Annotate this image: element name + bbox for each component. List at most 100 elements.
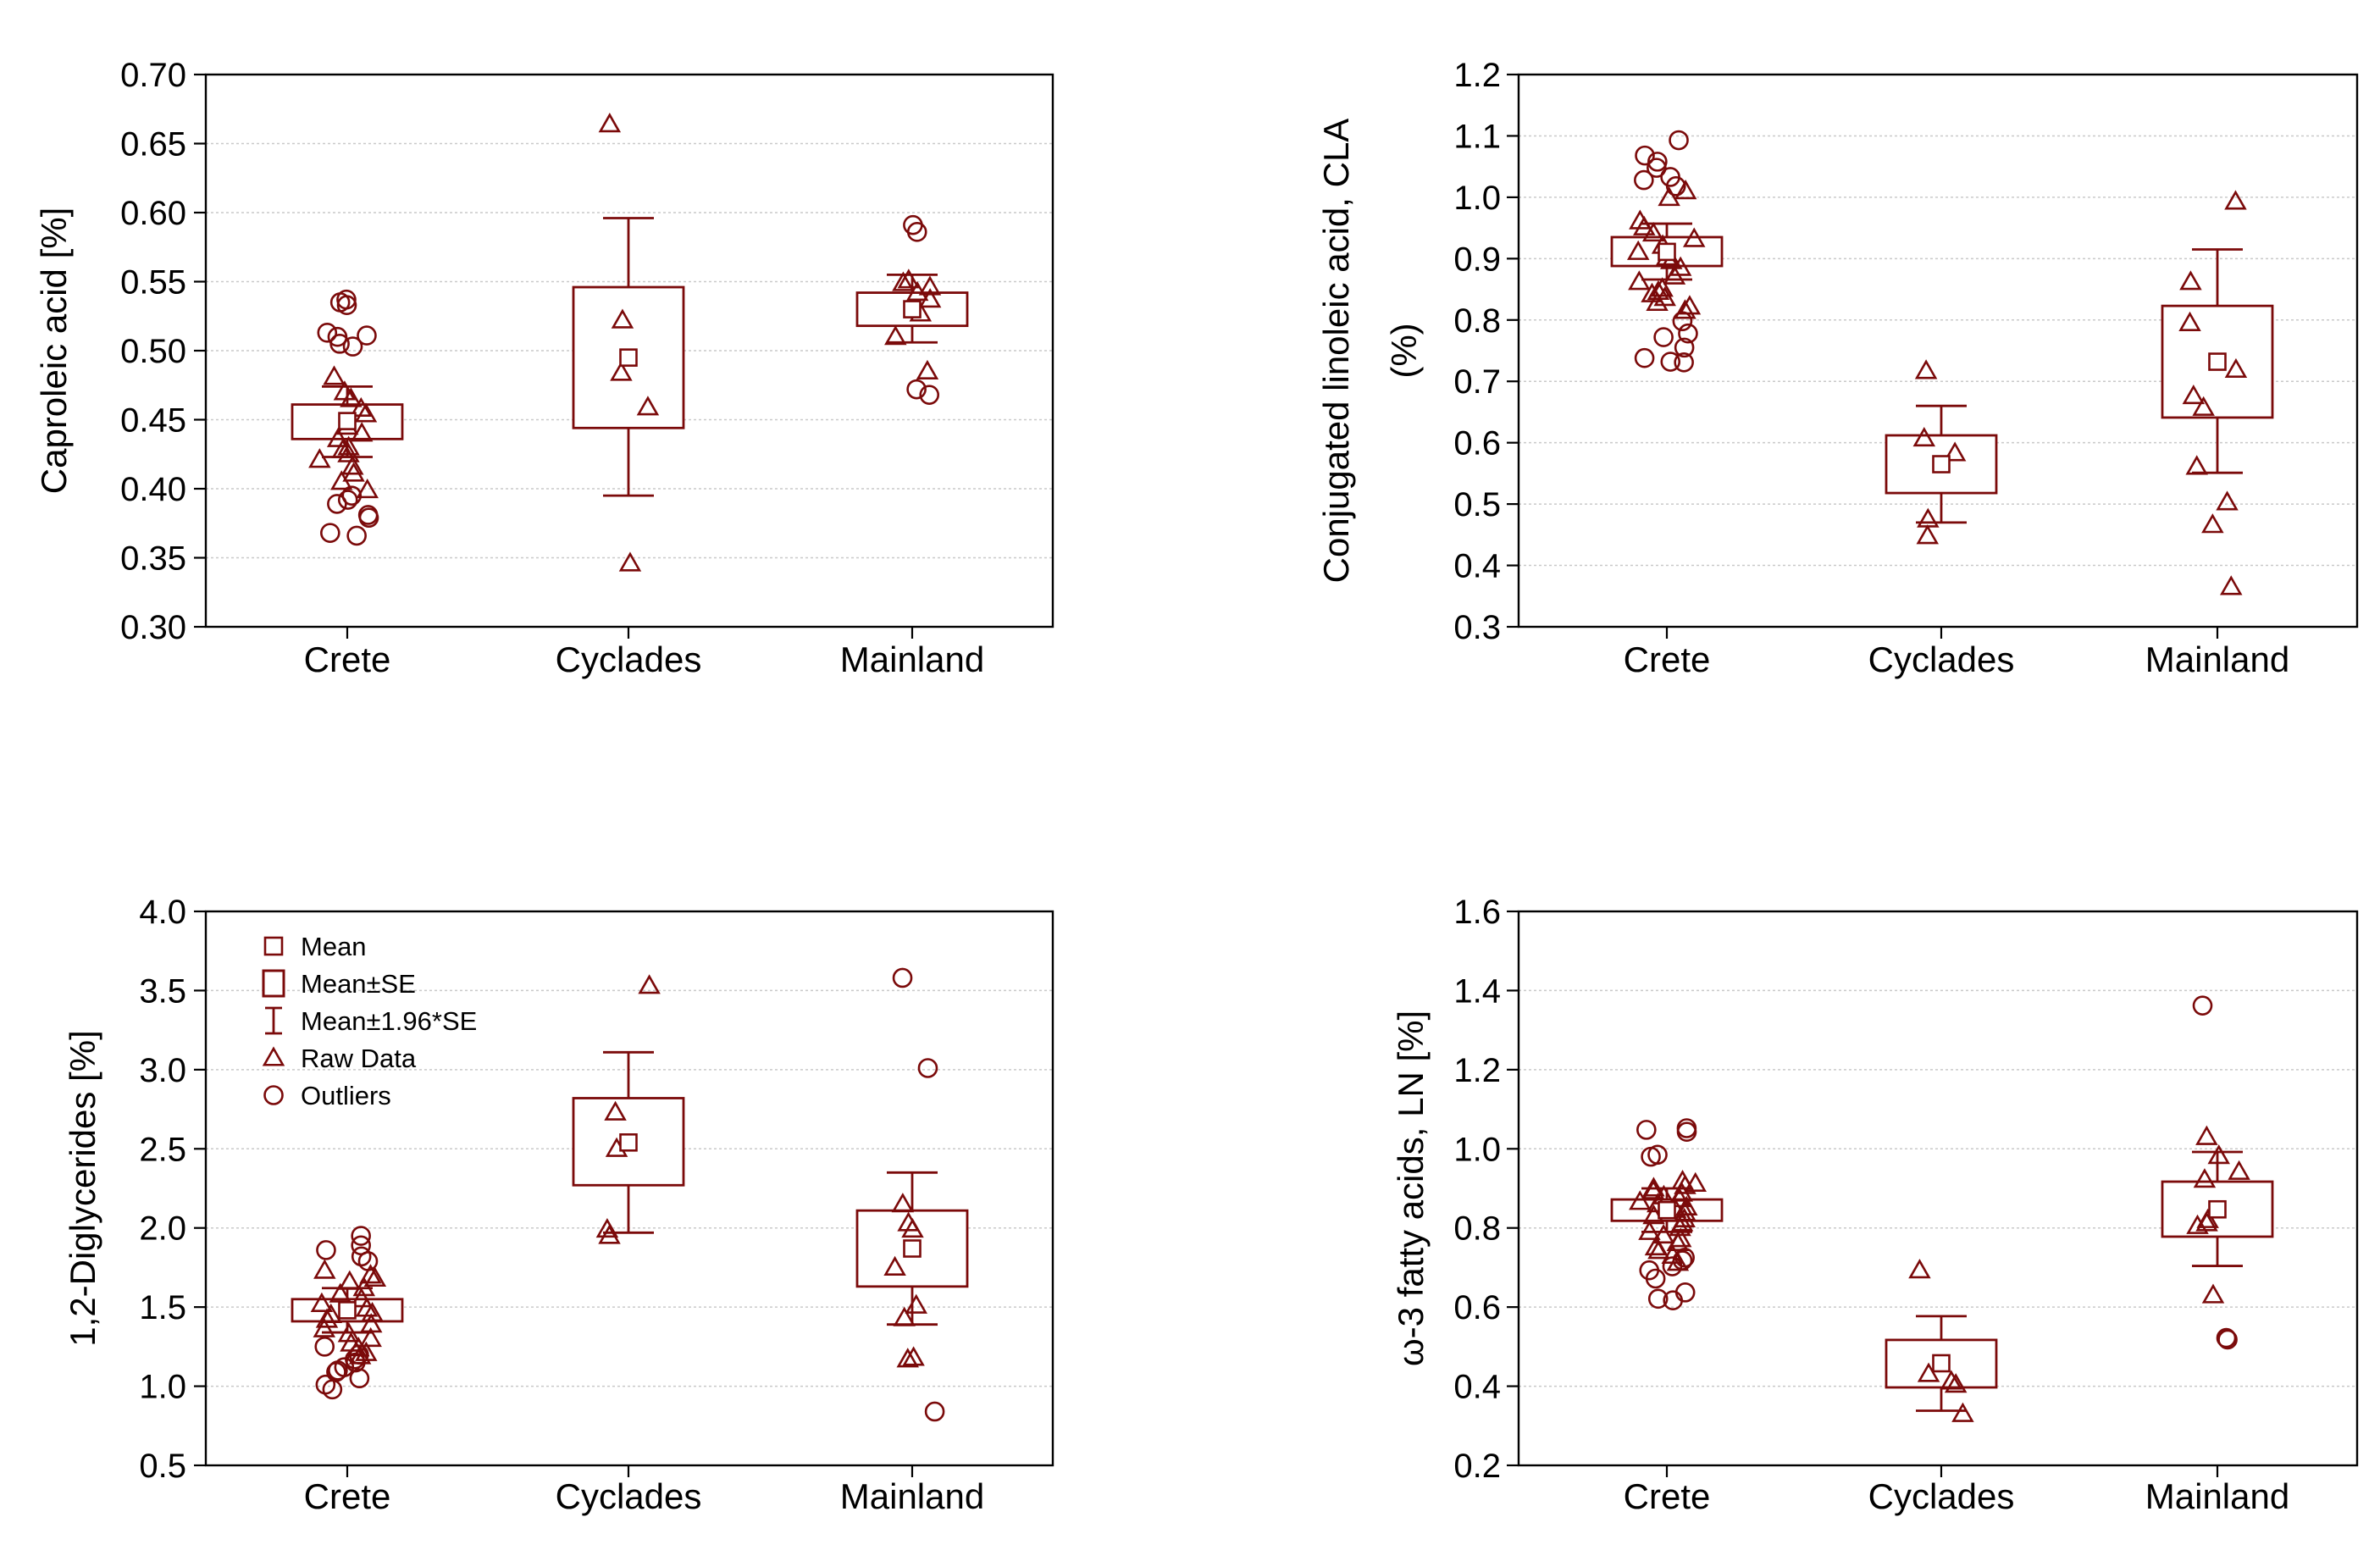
raw-point	[598, 113, 622, 133]
raw-point	[2201, 513, 2224, 534]
panel-omega3-fatty-acids: 0.2 0.4 0.6 0.8 1.0 1.2 1.4 1.6 ω-3 fatty acids,…	[1391, 894, 2359, 1516]
y-axis-title: ω-3 fatty acids, LN [%]	[1391, 1011, 1431, 1366]
raw-point	[1684, 1171, 1707, 1192]
outlier-point	[314, 1337, 335, 1357]
raw-point	[611, 308, 634, 329]
outlier-point	[2192, 995, 2213, 1016]
panel-diglycerides: 0.5 1.0 1.5 2.0 2.5 3.0 3.5 4.0 1,2-Diglycerides…	[63, 894, 1054, 1516]
raw-point	[892, 271, 915, 291]
raw-point	[1666, 1231, 1690, 1252]
x-tick-label: Crete	[1624, 1476, 1711, 1516]
x-tick-label: Cyclades	[556, 1476, 702, 1516]
raw-point	[331, 438, 354, 458]
plot-frame	[1517, 73, 2359, 628]
y-tick-label: 0.55	[120, 264, 186, 302]
y-axis-title: 1,2-Diglycerides [%]	[63, 1030, 102, 1346]
legend-label: Mean±SE	[301, 969, 416, 999]
raw-point	[361, 1301, 384, 1322]
legend-label: Outliers	[301, 1081, 391, 1110]
y-tick-label: 1.2	[1453, 57, 1501, 94]
mean-marker	[619, 1133, 638, 1152]
x-tick-label: Cyclades	[556, 640, 702, 679]
outlier-point	[1660, 352, 1681, 372]
raw-point	[1940, 1370, 1963, 1390]
outlier-point	[924, 1401, 945, 1422]
outlier-point	[2216, 1327, 2237, 1348]
plot-frame	[1517, 910, 2359, 1467]
outlier-point	[322, 1379, 343, 1400]
raw-point	[356, 479, 379, 499]
raw-point	[2195, 1211, 2218, 1232]
raw-point	[1674, 180, 1697, 200]
outlier-point	[329, 334, 350, 354]
y-tick-label: 4.0	[139, 894, 186, 931]
raw-point	[636, 396, 660, 416]
x-tick-label: Crete	[304, 640, 391, 679]
raw-point	[1633, 215, 1656, 235]
outlier-point	[351, 1226, 371, 1246]
y-tick-label: 1.0	[1453, 1131, 1501, 1168]
outlier-point	[316, 1240, 336, 1260]
outlier-point	[1669, 130, 1689, 151]
x-tick-label: Mainland	[840, 640, 984, 679]
raw-point	[326, 427, 350, 447]
raw-point	[883, 1255, 906, 1276]
raw-point	[2224, 357, 2248, 379]
raw-point	[1944, 1373, 1968, 1393]
raw-point	[2207, 1144, 2230, 1165]
y-tick-label: 0.70	[120, 57, 186, 94]
y-tick-label: 0.8	[1453, 1210, 1501, 1248]
outlier-point	[1634, 169, 1654, 191]
legend-triangle-icon	[262, 1046, 285, 1066]
outlier-point	[341, 485, 363, 506]
outlier-point	[906, 222, 927, 242]
raw-point	[363, 1266, 387, 1287]
legend-label: Mean	[301, 932, 367, 961]
raw-point	[1916, 524, 1940, 545]
mean-marker	[903, 1239, 922, 1258]
raw-point	[2228, 1160, 2250, 1180]
raw-point	[897, 269, 921, 289]
raw-point	[359, 1264, 382, 1284]
y-tick-label: 1.4	[1453, 972, 1501, 1010]
raw-point	[905, 1293, 927, 1314]
legend-mean-icon	[263, 936, 284, 956]
y-tick-label: 0.2	[1453, 1448, 1501, 1485]
raw-point	[313, 1317, 336, 1337]
x-tick-label: Cyclades	[1868, 1476, 2015, 1516]
raw-point	[1951, 1402, 1974, 1422]
y-tick-label: 0.4	[1453, 1369, 1501, 1406]
legend-item-triangle: Raw Data	[262, 1044, 417, 1073]
outlier-point	[906, 379, 927, 400]
outlier-point	[1665, 176, 1686, 197]
y-tick-label: 1.0	[1453, 180, 1501, 217]
outlier-point	[346, 525, 367, 546]
raw-point	[350, 396, 373, 418]
raw-point	[342, 462, 365, 482]
raw-point	[1682, 227, 1706, 247]
legend: Mean Mean±SE Mean±1.96*SE Raw Data Outliers	[262, 932, 477, 1110]
raw-point	[1912, 426, 1936, 447]
mean-marker	[903, 300, 922, 318]
y-tick-label: 0.60	[120, 195, 186, 232]
raw-point	[1646, 291, 1669, 312]
raw-point	[1652, 1223, 1675, 1244]
y-axis-title: Caproleic acid [%]	[34, 208, 74, 494]
outlier-point	[357, 1251, 379, 1271]
y-tick-label: 0.5	[139, 1448, 186, 1485]
raw-point	[308, 448, 331, 468]
mean-marker	[1932, 1354, 1951, 1373]
legend-item-whisker: Mean±1.96*SE	[265, 1006, 477, 1036]
legend-whisker-icon	[265, 1006, 282, 1035]
raw-point	[350, 1287, 373, 1308]
raw-point	[2216, 490, 2239, 511]
raw-point	[2179, 270, 2202, 291]
raw-point	[638, 974, 661, 994]
outlier-point	[1653, 327, 1674, 347]
legend-circle-icon	[263, 1085, 284, 1105]
outlier-point	[320, 523, 340, 543]
raw-point	[337, 1322, 361, 1343]
raw-point	[1917, 507, 1940, 528]
raw-point	[2193, 1168, 2217, 1188]
raw-point	[1647, 1239, 1670, 1260]
